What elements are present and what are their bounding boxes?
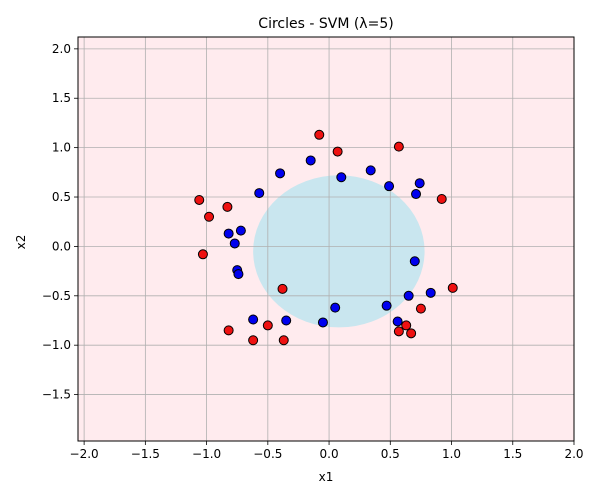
data-point [204,211,215,222]
data-point [393,326,404,337]
y-tick-label: 0.0 [52,239,71,253]
data-point [275,168,286,179]
y-tick-label: 1.0 [52,141,71,155]
data-point [330,302,341,313]
chart-title: Circles - SVM (λ=5) [258,16,393,32]
y-tick-label: −1.0 [42,338,71,352]
data-point [248,335,259,346]
data-point [406,328,417,339]
decision-region [253,175,425,328]
y-tick-label: 2.0 [52,42,71,56]
x-tick-label: −1.0 [192,447,221,461]
plot-area [77,36,575,442]
data-point [411,189,422,200]
data-point [384,181,395,192]
data-point [281,315,292,326]
x-tick-label: 0.5 [381,447,400,461]
x-axis-label: x1 [319,470,334,484]
data-point [414,178,425,189]
plot-frame [77,36,575,442]
y-tick-label: 1.5 [52,91,71,105]
data-point [223,325,234,336]
data-point [392,316,403,327]
x-tick-label: −1.5 [131,447,160,461]
data-point [436,193,447,204]
data-point [248,314,259,325]
data-point [278,335,289,346]
data-point [254,188,265,199]
data-point [365,165,376,176]
y-tick-label: −1.5 [42,388,71,402]
data-point [317,317,328,328]
x-tick-label: 2.0 [564,447,583,461]
data-point [262,320,273,331]
x-tick-label: 1.5 [503,447,522,461]
x-tick-label: 0.0 [320,447,339,461]
data-point [222,201,233,212]
data-point [447,282,458,293]
y-tick-label: 0.5 [52,190,71,204]
points [194,129,458,346]
grid [78,37,575,441]
x-tick-label: −2.0 [70,447,99,461]
data-point [277,283,288,294]
data-point [381,300,392,311]
y-axis-label: x2 [14,235,28,250]
data-point [332,146,343,157]
data-point [305,155,316,166]
data-point [233,269,244,280]
data-point [229,238,240,249]
data-point [403,290,414,301]
data-point [223,228,234,239]
data-point [194,194,205,205]
y-axis: −1.5 −1.0 −0.5 0.0 0.5 1.0 1.5 2.0 [42,42,78,402]
data-point [235,225,246,236]
y-tick-label: −0.5 [42,289,71,303]
data-point [401,320,412,331]
data-point [415,303,426,314]
x-tick-label: 1.0 [442,447,461,461]
data-point [336,172,347,183]
data-point [197,249,208,260]
data-point [314,129,325,140]
data-point [393,141,404,152]
data-point [409,256,420,267]
x-axis: −2.0 −1.5 −1.0 −0.5 0.0 0.5 1.0 1.5 2.0 [70,441,584,461]
data-point [425,287,436,298]
x-tick-label: −0.5 [253,447,282,461]
